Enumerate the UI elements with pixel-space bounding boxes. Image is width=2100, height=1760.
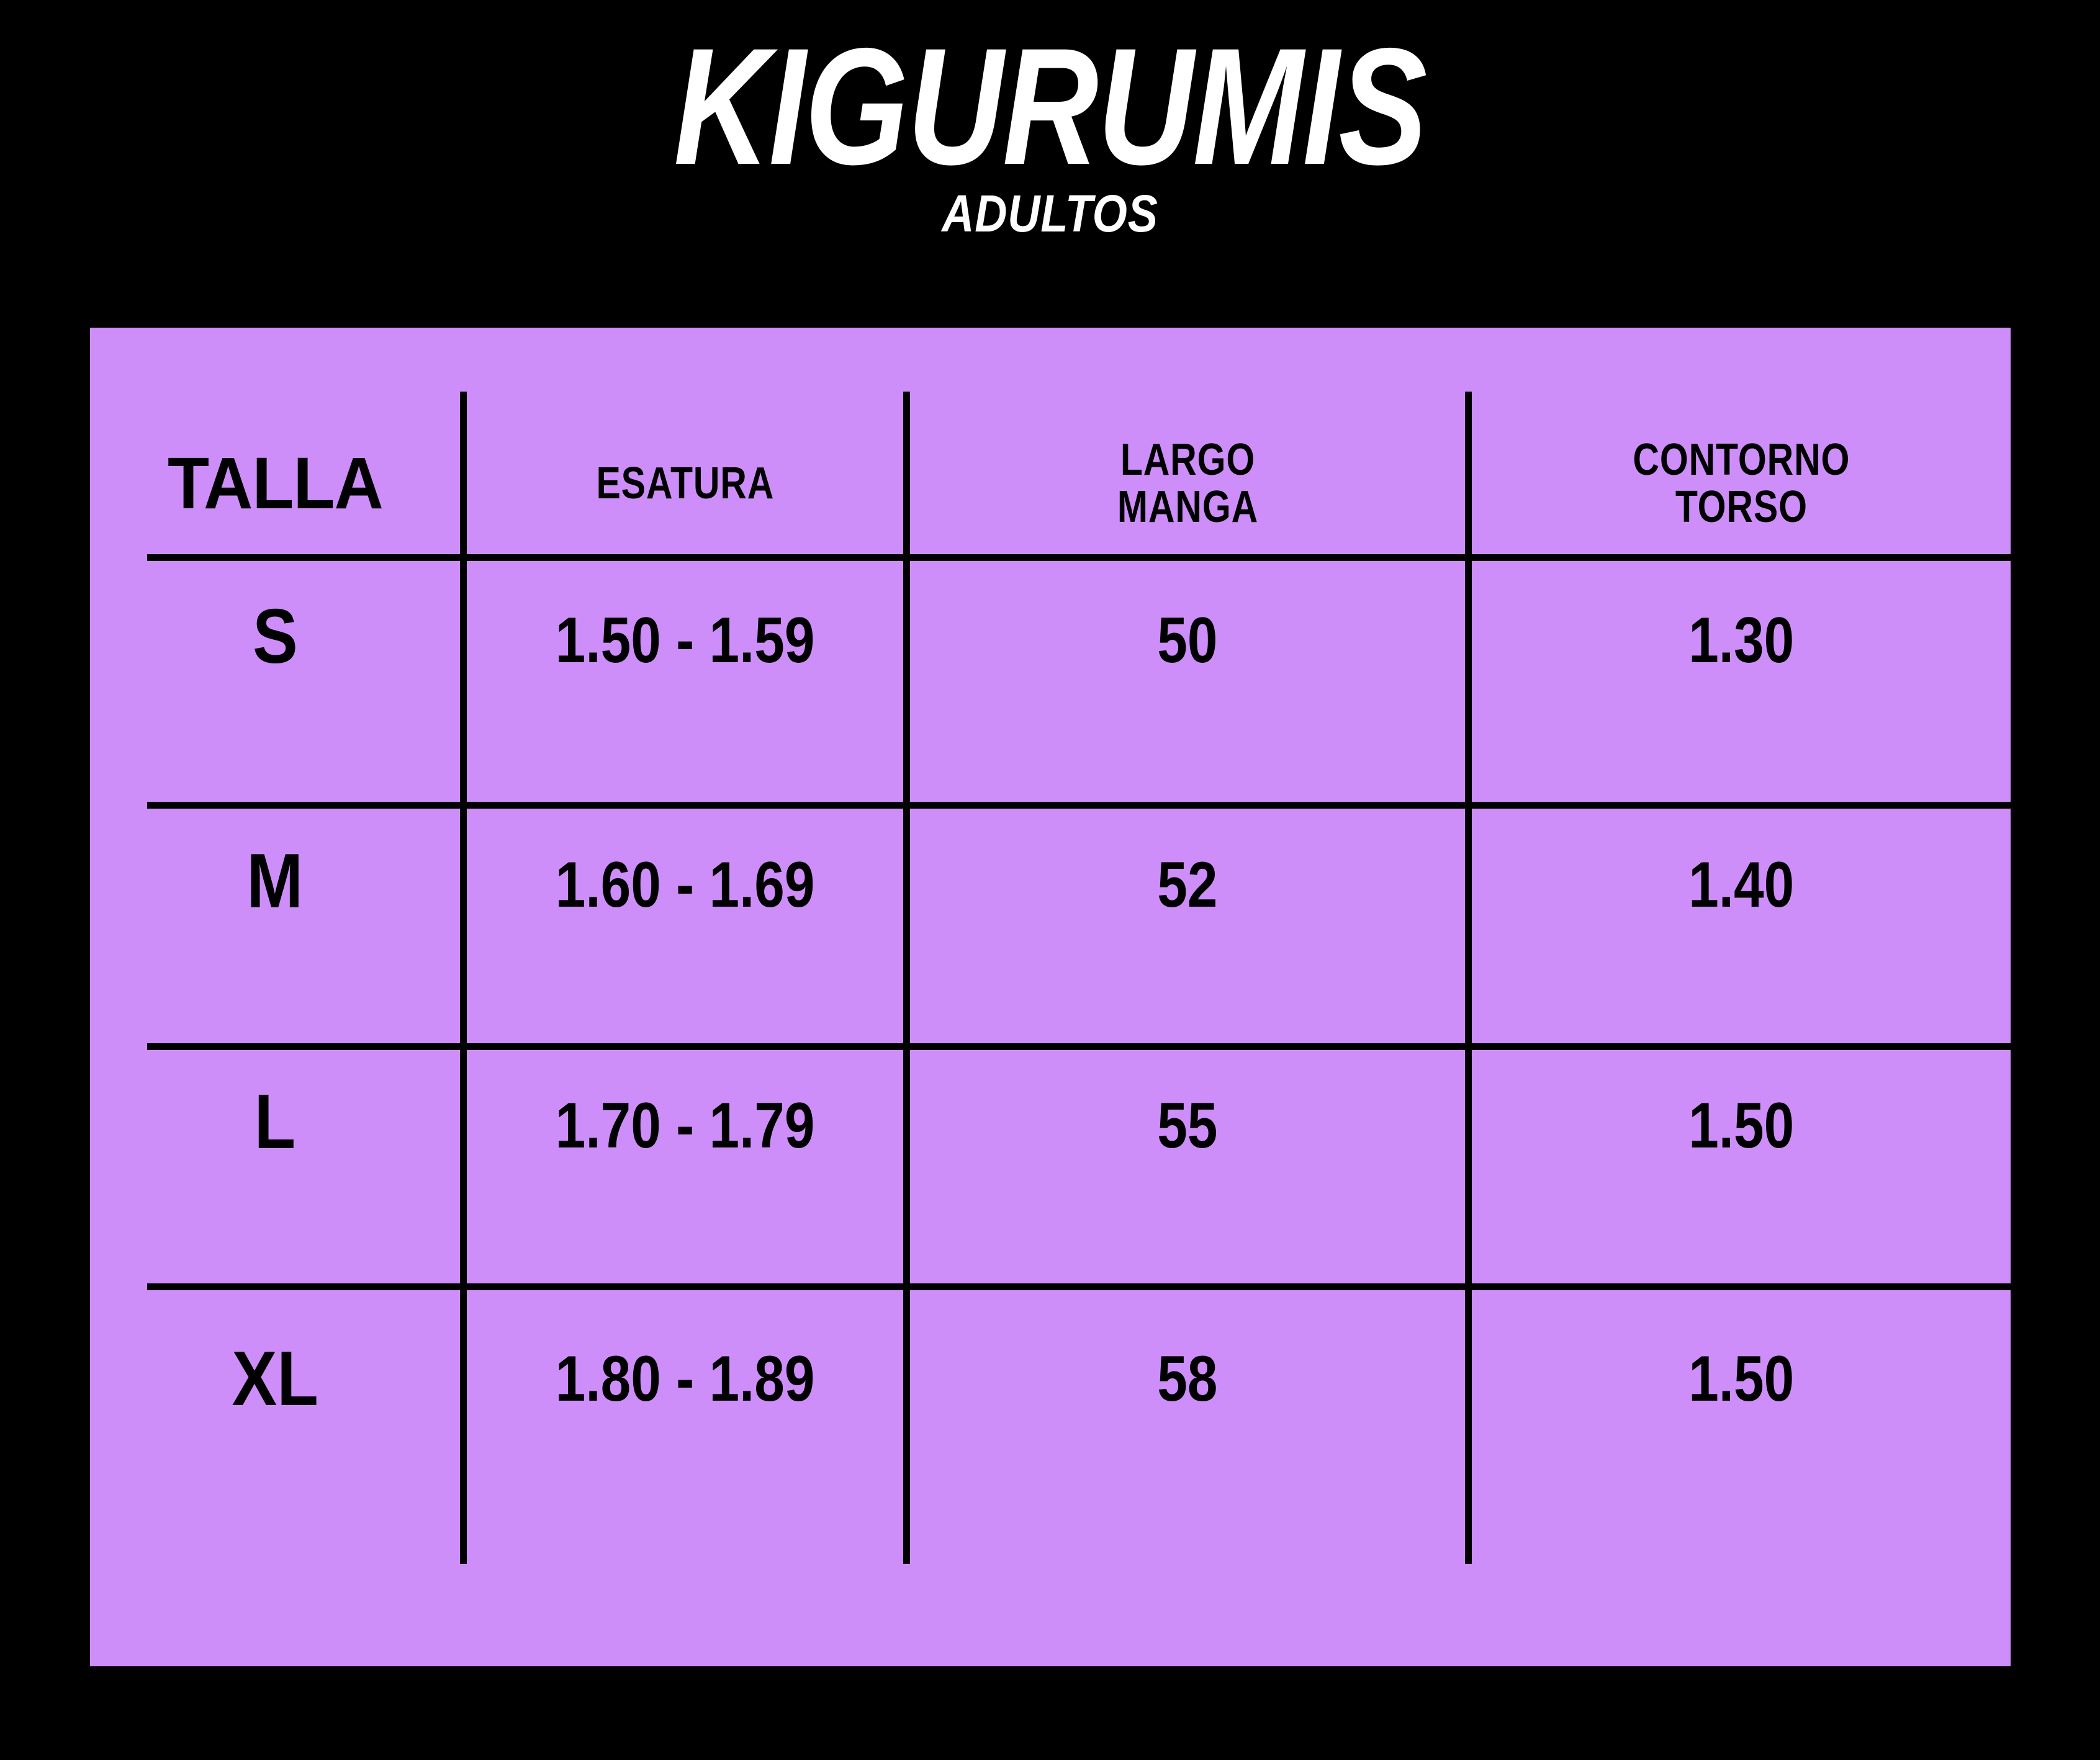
table-row: 1.80 - 1.89 (467, 1290, 903, 1564)
column-header-largo-manga-label: LARGO MANGA (1117, 434, 1258, 532)
cell-largo-manga: 58 (1157, 1342, 1218, 1415)
cell-contorno-torso: 1.40 (1688, 849, 1795, 921)
table-row: 55 (910, 1050, 1465, 1283)
table-row: 1.40 (1472, 809, 2011, 1043)
table-row: 58 (910, 1290, 1465, 1564)
page-title: KIGURUMIS (674, 13, 1427, 199)
table-row: 52 (910, 809, 1465, 1043)
table-row: XL (90, 1290, 460, 1564)
table-row: 1.50 - 1.59 (467, 561, 903, 802)
column-header-contorno-torso-label: CONTORNO TORSO (1633, 434, 1850, 532)
column-header-largo-manga: LARGO MANGA (910, 392, 1465, 554)
cell-talla: L (254, 1079, 296, 1165)
header-divider (147, 554, 2015, 561)
column-divider-1 (460, 392, 467, 1564)
table-row: S (90, 561, 460, 802)
cell-talla: M (246, 838, 304, 924)
row-divider-3 (147, 1283, 2015, 1290)
cell-esatura: 1.70 - 1.79 (555, 1090, 815, 1162)
table-row: 1.50 (1472, 1050, 2011, 1283)
row-divider-1 (147, 802, 2015, 809)
table-row: L (90, 1050, 460, 1283)
row-divider-2 (147, 1043, 2015, 1050)
table-row: 1.30 (1472, 561, 2011, 802)
table-row: 1.70 - 1.79 (467, 1050, 903, 1283)
column-divider-3 (1465, 392, 1472, 1564)
cell-esatura: 1.60 - 1.69 (555, 849, 815, 921)
column-header-esatura-label: ESATURA (596, 458, 774, 508)
column-header-talla: TALLA (90, 392, 460, 554)
cell-contorno-torso: 1.30 (1688, 604, 1795, 676)
poster-header: KIGURUMIS ADULTOS (0, 13, 2100, 243)
cell-talla: S (252, 594, 298, 680)
column-header-esatura: ESATURA (467, 392, 903, 554)
cell-largo-manga: 50 (1157, 604, 1218, 676)
column-divider-2 (903, 392, 910, 1564)
cell-contorno-torso: 1.50 (1688, 1090, 1795, 1162)
table-row: M (90, 809, 460, 1043)
column-header-contorno-torso: CONTORNO TORSO (1472, 392, 2011, 554)
cell-contorno-torso: 1.50 (1688, 1342, 1795, 1415)
cell-esatura: 1.50 - 1.59 (555, 604, 815, 676)
cell-esatura: 1.80 - 1.89 (555, 1342, 815, 1415)
cell-largo-manga: 52 (1157, 849, 1218, 921)
table-row: 50 (910, 561, 1465, 802)
size-table-panel: TALLA ESATURA LARGO MANGA CONTORNO TORSO… (90, 328, 2015, 1666)
cell-largo-manga: 55 (1157, 1090, 1218, 1162)
page-subtitle: ADULTOS (942, 184, 1158, 243)
table-row: 1.50 (1472, 1290, 2011, 1564)
table-row: 1.60 - 1.69 (467, 809, 903, 1043)
cell-talla: XL (232, 1336, 318, 1422)
column-header-talla-label: TALLA (167, 442, 384, 524)
